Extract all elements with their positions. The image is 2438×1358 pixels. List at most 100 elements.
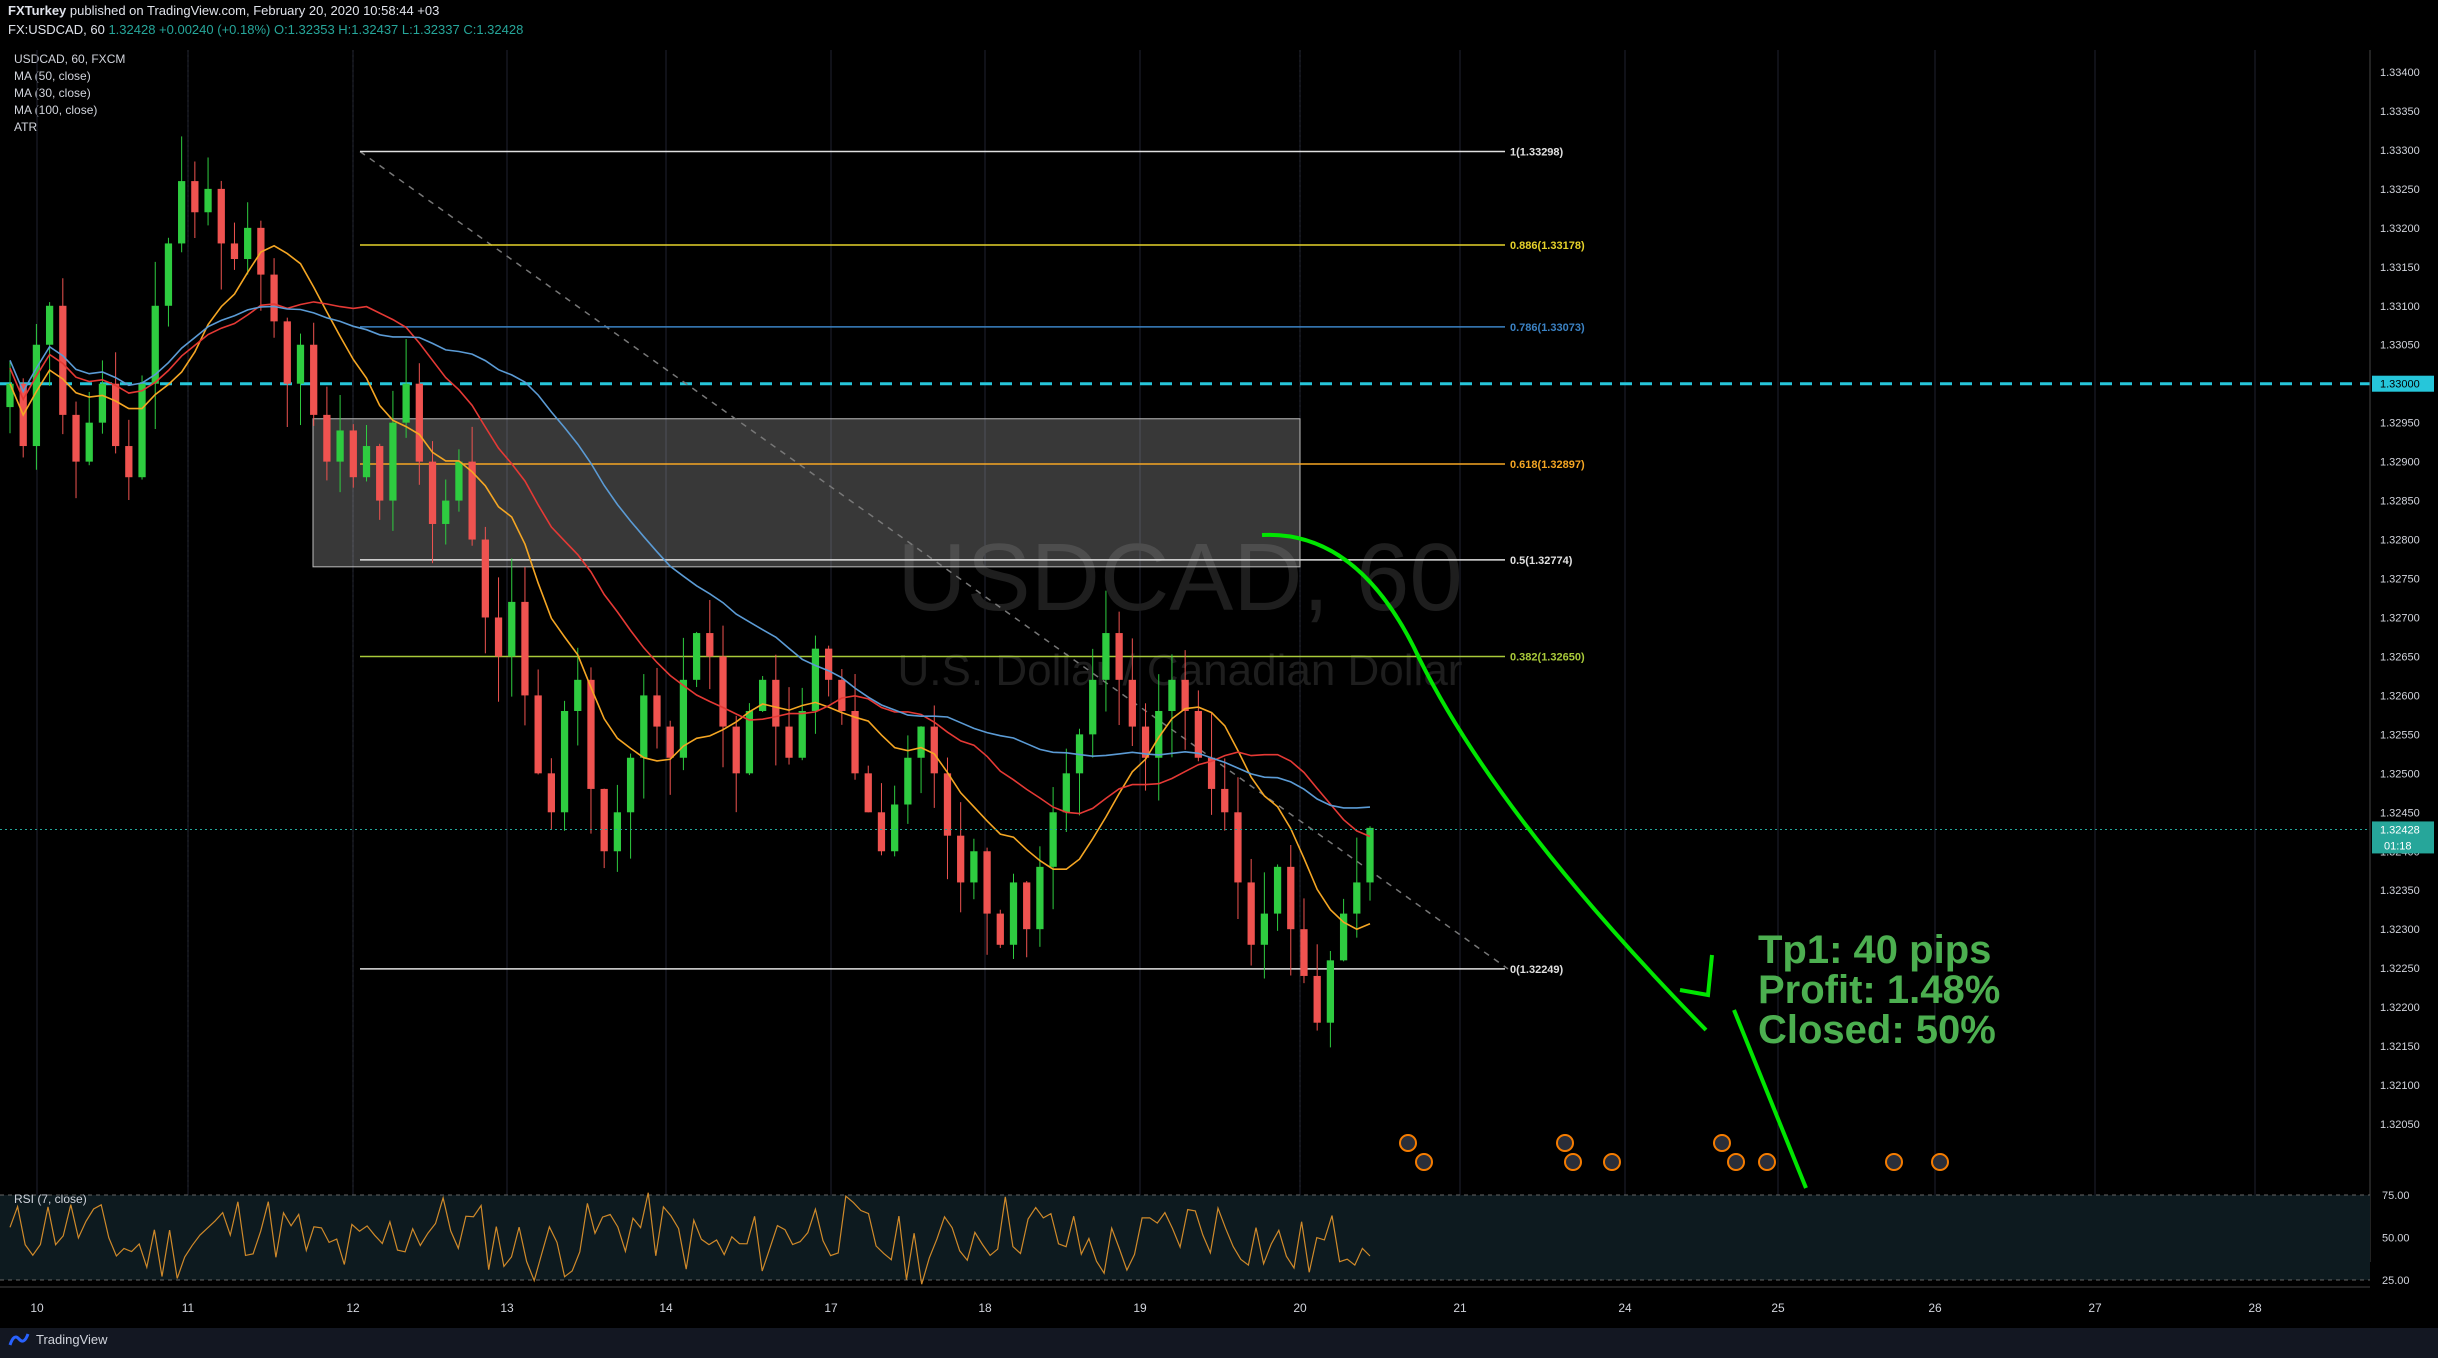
candle-body — [1207, 757, 1216, 789]
time-tick-label: 25 — [1771, 1301, 1785, 1315]
candle-body — [508, 601, 516, 657]
candle-body — [1339, 913, 1348, 961]
fib-level-label: 0.382(1.32650) — [1510, 651, 1585, 663]
candle-body — [904, 757, 912, 805]
price-tick-label: 1.32100 — [2380, 1080, 2420, 1092]
candle-body — [1194, 710, 1202, 758]
forecast-arrow — [1261, 532, 1708, 1032]
candle-body — [428, 461, 437, 524]
candle-body — [270, 274, 278, 322]
candle-body — [1181, 679, 1189, 711]
candle-body — [1287, 866, 1295, 930]
candle-body — [560, 710, 569, 813]
candle-body — [191, 181, 199, 213]
candle-body — [468, 461, 476, 540]
time-tick-label: 17 — [824, 1301, 838, 1315]
legend-ma30[interactable]: MA (30, close) — [14, 86, 91, 100]
event-marker-icon — [1758, 1153, 1776, 1171]
candle-body — [613, 812, 622, 852]
candle-body — [640, 695, 648, 758]
symbol-ohlc-line: FX:USDCAD, 60 1.32428 +0.00240 (+0.18%) … — [8, 22, 523, 37]
ma30-line — [9, 244, 1371, 931]
event-marker-icon — [1415, 1153, 1433, 1171]
candle-body — [666, 726, 674, 758]
time-tick-label: 27 — [2088, 1301, 2102, 1315]
candle-body — [481, 539, 489, 618]
price-tick-label: 1.32850 — [2380, 496, 2420, 508]
candle-body — [1155, 710, 1163, 758]
tradingview-logo[interactable]: TradingView — [8, 1331, 108, 1347]
price-tick-label: 1.32600 — [2380, 690, 2420, 702]
candle-body — [547, 773, 555, 813]
candle-body — [851, 710, 859, 774]
event-marker-icon — [1727, 1153, 1745, 1171]
candle-body — [1234, 812, 1242, 883]
candle-body — [1273, 866, 1282, 914]
forecast-line-2 — [1732, 1009, 1808, 1189]
forecast-arrowhead — [1679, 954, 1714, 998]
event-marker-icon — [1713, 1134, 1731, 1152]
candle-body — [151, 305, 159, 384]
time-tick-label: 24 — [1618, 1301, 1632, 1315]
ohlc-values: 1.32428 +0.00240 (+0.18%) O:1.32353 H:1.… — [108, 22, 524, 37]
candle-body — [349, 430, 357, 478]
candle-body — [917, 726, 925, 758]
watermark-name: U.S. Dollar / Canadian Dollar — [898, 646, 1463, 695]
candle-body — [692, 633, 701, 680]
candle-body — [996, 913, 1004, 945]
time-tick-label: 10 — [30, 1301, 44, 1315]
price-tick-label: 1.32700 — [2380, 612, 2420, 624]
candle-body — [138, 383, 146, 478]
candle-body — [230, 243, 239, 260]
fib-level-label: 0(1.32249) — [1510, 964, 1564, 976]
rsi-line — [9, 1192, 1371, 1285]
candle-body — [1128, 679, 1136, 727]
candle-body — [336, 430, 344, 462]
event-marker-icon — [1564, 1153, 1582, 1171]
ma50-line — [9, 301, 1371, 838]
candle-body — [1049, 812, 1057, 867]
candle-body — [877, 812, 886, 852]
legend-ma50[interactable]: MA (50, close) — [14, 69, 91, 83]
time-tick-label: 19 — [1133, 1301, 1147, 1315]
legend-ma100[interactable]: MA (100, close) — [14, 103, 98, 117]
candle-body — [244, 227, 252, 260]
candle-body — [362, 446, 371, 478]
price-tick-label: 1.32200 — [2380, 1002, 2420, 1014]
time-tick-label: 11 — [182, 1301, 195, 1315]
publisher-rest: published on TradingView.com, February 2… — [69, 3, 440, 18]
candle-body — [758, 679, 767, 711]
price-tick-label: 1.32800 — [2380, 535, 2420, 547]
candle-body — [1353, 882, 1361, 914]
tp-line-2: Profit: 1.48% — [1758, 968, 2001, 1012]
legend-rsi[interactable]: RSI (7, close) — [14, 1192, 87, 1206]
candle-body — [310, 344, 318, 415]
price-tick-label: 1.32650 — [2380, 651, 2420, 663]
legend-atr[interactable]: ATR — [14, 120, 38, 134]
last-price-label: 1.32428 — [2380, 824, 2420, 836]
candle-body — [45, 305, 54, 345]
candle-body — [204, 188, 212, 213]
price-tick-label: 1.33400 — [2380, 67, 2420, 79]
candle-body — [891, 804, 899, 852]
price-tick-label: 1.32050 — [2380, 1119, 2420, 1131]
candle-body — [574, 679, 582, 711]
price-tick-label: 1.32950 — [2380, 418, 2420, 430]
legend-symbol[interactable]: USDCAD, 60, FXCM — [14, 52, 126, 66]
time-tick-label: 26 — [1928, 1301, 1942, 1315]
price-chart[interactable]: USDCAD, 60U.S. Dollar / Canadian Dollar1… — [0, 40, 2438, 1328]
publisher-line: FXTurkey published on TradingView.com, F… — [8, 3, 439, 18]
symbol-line: FX:USDCAD, 60 — [8, 22, 105, 37]
price-tick-label: 1.32750 — [2380, 574, 2420, 586]
candle-body — [217, 188, 225, 244]
candle-body — [112, 383, 120, 447]
candle-body — [653, 695, 661, 727]
candle-body — [732, 726, 740, 774]
tradingview-logo-icon — [8, 1333, 30, 1346]
event-marker-icon — [1603, 1153, 1621, 1171]
candle-body — [1168, 679, 1176, 711]
candle-body — [957, 835, 965, 883]
price-tick-label: 1.33100 — [2380, 301, 2420, 313]
candle-body — [1326, 960, 1335, 1023]
resistance-price-tag — [2372, 375, 2434, 392]
